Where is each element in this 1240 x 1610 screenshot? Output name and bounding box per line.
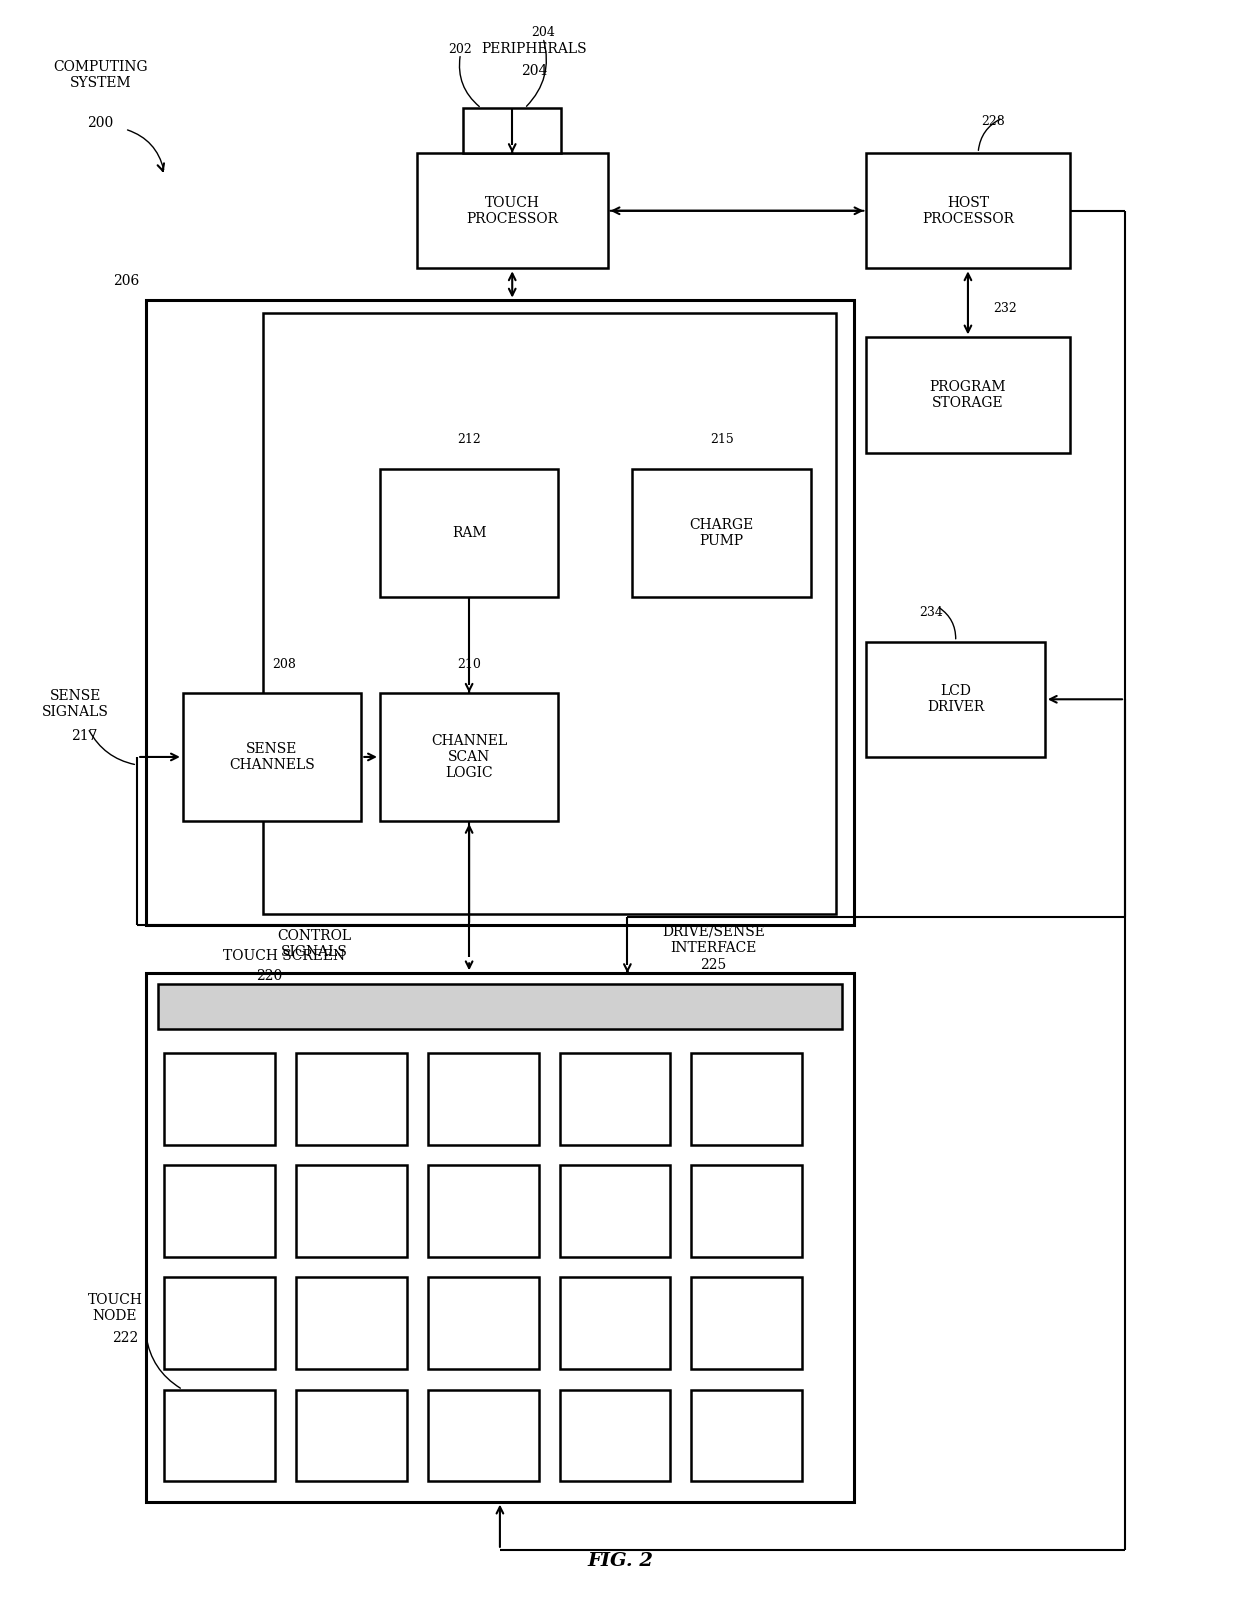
FancyBboxPatch shape bbox=[692, 1166, 802, 1257]
Text: TOUCH
NODE: TOUCH NODE bbox=[88, 1293, 143, 1323]
Text: 202: 202 bbox=[449, 42, 472, 55]
Text: PROGRAM
STORAGE: PROGRAM STORAGE bbox=[930, 380, 1006, 411]
FancyBboxPatch shape bbox=[867, 153, 1070, 269]
FancyBboxPatch shape bbox=[164, 1389, 275, 1481]
Text: 225: 225 bbox=[701, 958, 727, 972]
FancyBboxPatch shape bbox=[559, 1277, 671, 1368]
FancyBboxPatch shape bbox=[559, 1166, 671, 1257]
Text: TOUCH SCREEN: TOUCH SCREEN bbox=[223, 948, 346, 963]
Text: 222: 222 bbox=[112, 1331, 138, 1346]
FancyBboxPatch shape bbox=[559, 1389, 671, 1481]
Text: 208: 208 bbox=[273, 657, 296, 670]
Text: 232: 232 bbox=[993, 303, 1017, 316]
Text: 215: 215 bbox=[709, 433, 734, 446]
FancyBboxPatch shape bbox=[428, 1166, 538, 1257]
Text: LCD
DRIVER: LCD DRIVER bbox=[928, 684, 985, 715]
Text: 210: 210 bbox=[458, 657, 481, 670]
FancyBboxPatch shape bbox=[867, 338, 1070, 452]
FancyBboxPatch shape bbox=[428, 1277, 538, 1368]
Text: HOST
PROCESSOR: HOST PROCESSOR bbox=[923, 196, 1014, 225]
Text: RAM: RAM bbox=[451, 526, 486, 539]
Text: SENSE
SIGNALS: SENSE SIGNALS bbox=[42, 689, 109, 720]
FancyBboxPatch shape bbox=[146, 972, 854, 1502]
Text: DRIVE/SENSE
INTERFACE: DRIVE/SENSE INTERFACE bbox=[662, 924, 765, 955]
FancyBboxPatch shape bbox=[164, 1166, 275, 1257]
FancyBboxPatch shape bbox=[164, 1053, 275, 1145]
Text: 234: 234 bbox=[919, 607, 942, 620]
Text: 200: 200 bbox=[87, 116, 113, 130]
Text: SENSE
CHANNELS: SENSE CHANNELS bbox=[229, 742, 315, 773]
Text: 204: 204 bbox=[531, 26, 556, 40]
Text: 228: 228 bbox=[981, 114, 1004, 127]
FancyBboxPatch shape bbox=[146, 301, 854, 926]
FancyBboxPatch shape bbox=[428, 1053, 538, 1145]
FancyBboxPatch shape bbox=[296, 1166, 407, 1257]
FancyBboxPatch shape bbox=[263, 314, 836, 914]
FancyBboxPatch shape bbox=[692, 1053, 802, 1145]
FancyBboxPatch shape bbox=[428, 1389, 538, 1481]
Text: 217: 217 bbox=[71, 729, 98, 744]
FancyBboxPatch shape bbox=[296, 1053, 407, 1145]
FancyBboxPatch shape bbox=[379, 469, 558, 597]
FancyBboxPatch shape bbox=[379, 692, 558, 821]
Text: CHANNEL
SCAN
LOGIC: CHANNEL SCAN LOGIC bbox=[432, 734, 507, 781]
FancyBboxPatch shape bbox=[463, 108, 562, 153]
FancyBboxPatch shape bbox=[559, 1053, 671, 1145]
FancyBboxPatch shape bbox=[296, 1389, 407, 1481]
Text: CHARGE
PUMP: CHARGE PUMP bbox=[689, 518, 754, 547]
Text: 204: 204 bbox=[521, 64, 547, 79]
Text: CONTROL
SIGNALS: CONTROL SIGNALS bbox=[278, 929, 352, 960]
Text: COMPUTING
SYSTEM: COMPUTING SYSTEM bbox=[53, 60, 148, 90]
Text: PERIPHERALS: PERIPHERALS bbox=[481, 42, 587, 56]
Text: 212: 212 bbox=[458, 433, 481, 446]
Text: FIG. 2: FIG. 2 bbox=[587, 1552, 653, 1570]
FancyBboxPatch shape bbox=[159, 984, 842, 1029]
FancyBboxPatch shape bbox=[296, 1277, 407, 1368]
Text: 206: 206 bbox=[113, 274, 140, 288]
FancyBboxPatch shape bbox=[182, 692, 361, 821]
Text: 220: 220 bbox=[255, 969, 281, 984]
FancyBboxPatch shape bbox=[867, 642, 1045, 757]
FancyBboxPatch shape bbox=[692, 1277, 802, 1368]
FancyBboxPatch shape bbox=[417, 153, 608, 269]
FancyBboxPatch shape bbox=[164, 1277, 275, 1368]
FancyBboxPatch shape bbox=[632, 469, 811, 597]
Text: TOUCH
PROCESSOR: TOUCH PROCESSOR bbox=[466, 196, 558, 225]
FancyBboxPatch shape bbox=[692, 1389, 802, 1481]
